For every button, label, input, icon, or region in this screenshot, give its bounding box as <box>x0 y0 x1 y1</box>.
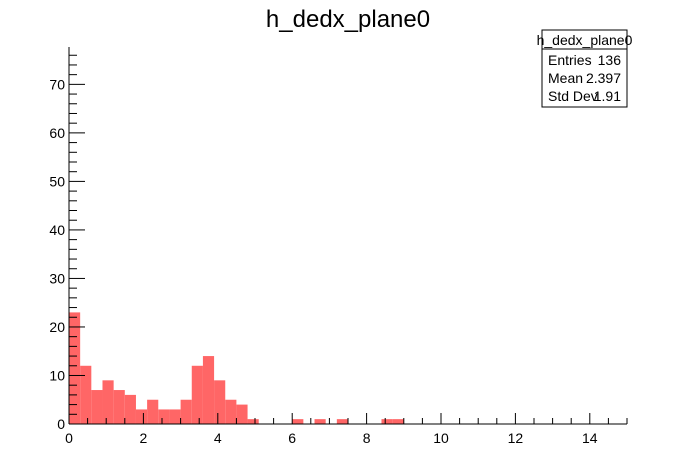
x-tick-label: 6 <box>288 430 296 446</box>
stats-stddev-value: 1.91 <box>594 88 621 104</box>
x-tick-label: 10 <box>433 430 449 446</box>
histogram-bar <box>202 356 215 424</box>
histogram-bar <box>124 394 136 424</box>
stats-stddev-label: Std Dev <box>548 88 598 104</box>
y-tick-label: 60 <box>49 125 65 141</box>
stats-mean-label: Mean <box>548 70 583 86</box>
histogram-bar <box>180 399 192 424</box>
x-axis-ticks: 0 2 4 6 8 10 12 14 <box>65 413 628 446</box>
x-tick-label: 4 <box>214 430 222 446</box>
y-tick-label: 10 <box>49 367 65 383</box>
stats-box: h_dedx_plane0 Entries 136 Mean 2.397 Std… <box>537 29 633 108</box>
histogram-bar <box>292 419 304 424</box>
y-tick-label: 30 <box>49 270 65 286</box>
histogram-bar <box>191 365 203 424</box>
histogram-bar <box>135 409 148 424</box>
histogram-bar <box>381 419 393 424</box>
y-axis-ticks: 0 10 20 30 40 50 60 70 <box>49 54 85 432</box>
x-tick-label: 2 <box>140 430 148 446</box>
y-tick-label: 0 <box>57 416 65 432</box>
y-tick-label: 50 <box>49 173 65 189</box>
stats-entries-label: Entries <box>548 52 592 68</box>
histogram-bar <box>247 419 259 424</box>
x-tick-label: 0 <box>65 430 73 446</box>
histogram-bar <box>158 409 170 424</box>
histogram-bar <box>102 380 114 424</box>
histogram-bar <box>392 419 404 424</box>
x-tick-label: 12 <box>508 430 524 446</box>
histogram-bar <box>214 380 226 424</box>
y-tick-label: 70 <box>49 76 65 92</box>
stats-box-title: h_dedx_plane0 <box>537 32 633 48</box>
histogram-bar <box>236 404 248 424</box>
histogram-bars <box>69 312 404 424</box>
x-tick-label: 14 <box>582 430 598 446</box>
stats-box-frame <box>541 29 628 108</box>
histogram-bar <box>80 365 92 424</box>
stats-entries-value: 136 <box>598 52 622 68</box>
histogram-bar <box>69 312 81 424</box>
histogram-bar <box>225 399 237 424</box>
chart-title: h_dedx_plane0 <box>266 6 430 33</box>
x-tick-label: 8 <box>363 430 371 446</box>
y-tick-label: 20 <box>49 319 65 335</box>
histogram-bar <box>113 390 125 424</box>
stats-mean-value: 2.397 <box>586 70 621 86</box>
y-tick-label: 40 <box>49 222 65 238</box>
histogram-bar <box>91 390 103 424</box>
histogram-bar <box>169 409 181 424</box>
histogram-bar <box>314 419 326 424</box>
histogram-bar <box>336 419 348 424</box>
histogram-bar <box>147 399 159 424</box>
